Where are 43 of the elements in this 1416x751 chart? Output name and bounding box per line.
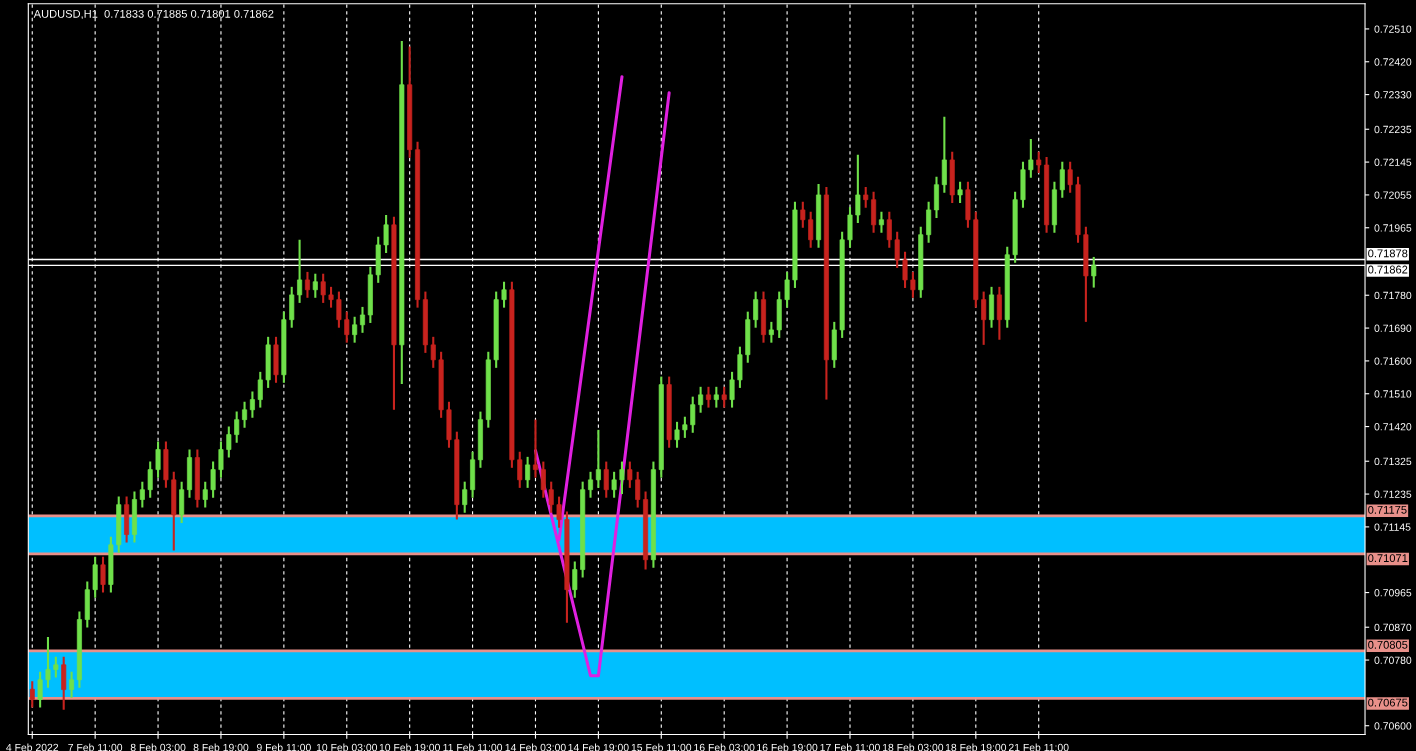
x-tick-label: 14 Feb 03:00 bbox=[505, 743, 566, 751]
x-tick-label: 21 Feb 11:00 bbox=[1008, 743, 1069, 751]
y-tick-label: 0.72235 bbox=[1374, 125, 1412, 134]
x-tick-label: 11 Feb 11:00 bbox=[443, 743, 503, 751]
x-tick-label: 18 Feb 03:00 bbox=[883, 743, 944, 751]
y-tick-label: 0.71235 bbox=[1374, 490, 1412, 498]
y-tick-label: 0.71690 bbox=[1374, 324, 1412, 332]
x-tick-label: 14 Feb 19:00 bbox=[568, 743, 629, 751]
x-tick-label: 16 Feb 19:00 bbox=[757, 743, 818, 751]
x-tick-label: 16 Feb 03:00 bbox=[694, 743, 755, 751]
y-tick-label: 0.70780 bbox=[1374, 656, 1412, 664]
x-tick-label: 15 Feb 11:00 bbox=[631, 743, 692, 751]
x-tick-label: 17 Feb 11:00 bbox=[820, 743, 880, 751]
y-tick-label: 0.71600 bbox=[1374, 357, 1412, 365]
y-tick-label: 0.72330 bbox=[1374, 91, 1412, 99]
x-tick-label: 10 Feb 19:00 bbox=[379, 743, 440, 751]
x-tick-label: 10 Feb 03:00 bbox=[316, 743, 378, 751]
y-tick-label: 0.72145 bbox=[1374, 158, 1412, 166]
y-tick-label: 0.72055 bbox=[1374, 191, 1412, 199]
ref-line-label: 0.70805 bbox=[1368, 640, 1408, 649]
ref-line-label: 0.71862 bbox=[1368, 265, 1408, 274]
x-tick-label: 8 Feb 19:00 bbox=[193, 743, 249, 751]
y-tick-label: 0.71325 bbox=[1374, 457, 1412, 466]
y-tick-label: 0.71510 bbox=[1374, 390, 1412, 398]
y-tick-label: 0.71145 bbox=[1374, 523, 1411, 531]
y-tick-label: 0.72420 bbox=[1374, 58, 1412, 66]
x-tick-label: 8 Feb 03:00 bbox=[130, 743, 186, 751]
x-tick-label: 18 Feb 19:00 bbox=[945, 743, 1007, 751]
y-tick-label: 0.71780 bbox=[1374, 291, 1412, 300]
y-tick-label: 0.70965 bbox=[1374, 589, 1412, 597]
ref-line-label: 0.71175 bbox=[1368, 505, 1407, 514]
ref-line-label: 0.71878 bbox=[1368, 249, 1408, 258]
y-tick-label: 0.70600 bbox=[1374, 722, 1412, 730]
x-tick-label: 4 Feb 2022 bbox=[6, 743, 59, 751]
ref-line-label: 0.70675 bbox=[1368, 698, 1408, 707]
ref-line-label: 0.71071 bbox=[1368, 554, 1408, 563]
y-tick-label: 0.71965 bbox=[1374, 224, 1412, 232]
x-tick-label: 9 Feb 11:00 bbox=[256, 743, 311, 751]
y-tick-label: 0.72510 bbox=[1374, 25, 1412, 33]
y-tick-label: 0.71420 bbox=[1374, 423, 1412, 431]
x-tick-label: 7 Feb 11:00 bbox=[68, 743, 123, 751]
y-tick-label: 0.70870 bbox=[1374, 623, 1412, 632]
chart-title: AUDUSD,H1 0.71833 0.71885 0.71801 0.71862 bbox=[33, 9, 274, 20]
